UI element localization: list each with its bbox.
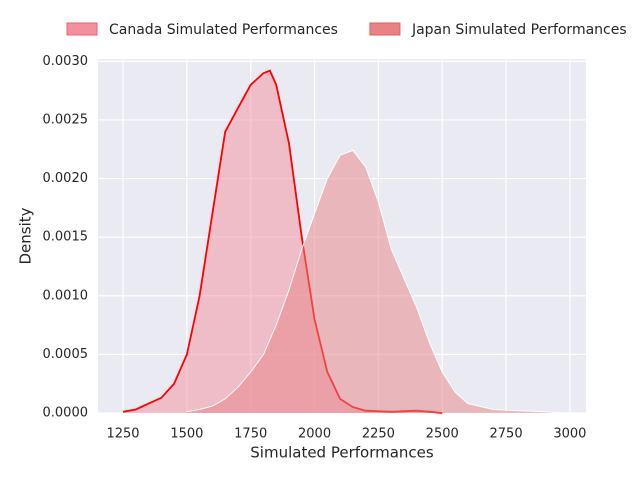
y-tick-label: 0.0020 xyxy=(43,171,89,186)
x-tick-label: 1500 xyxy=(170,427,203,442)
density-area xyxy=(123,70,443,413)
y-axis-label: Density xyxy=(17,207,35,264)
y-tick-label: 0.0030 xyxy=(43,54,89,69)
x-tick-label: 2250 xyxy=(362,427,395,442)
x-tick-label: 1750 xyxy=(234,427,267,442)
legend-swatch xyxy=(66,22,98,36)
x-tick-label: 2500 xyxy=(426,427,459,442)
y-tick-label: 0.0010 xyxy=(43,288,89,303)
y-tick-label: 0.0025 xyxy=(43,112,89,127)
x-tick-label: 2750 xyxy=(490,427,523,442)
legend-swatch xyxy=(369,22,401,36)
x-tick-label: 2000 xyxy=(298,427,331,442)
x-axis-label: Simulated Performances xyxy=(250,444,434,462)
x-tick-label: 3000 xyxy=(553,427,586,442)
y-tick-label: 0.0015 xyxy=(43,230,89,245)
legend-label: Japan Simulated Performances xyxy=(411,22,627,38)
y-tick-label: 0.0005 xyxy=(43,347,89,362)
x-tick-label: 1250 xyxy=(106,427,139,442)
y-tick-label: 0.0000 xyxy=(43,406,89,421)
density-line xyxy=(186,149,563,414)
density-area xyxy=(186,150,563,413)
legend-label: Canada Simulated Performances xyxy=(109,22,338,38)
